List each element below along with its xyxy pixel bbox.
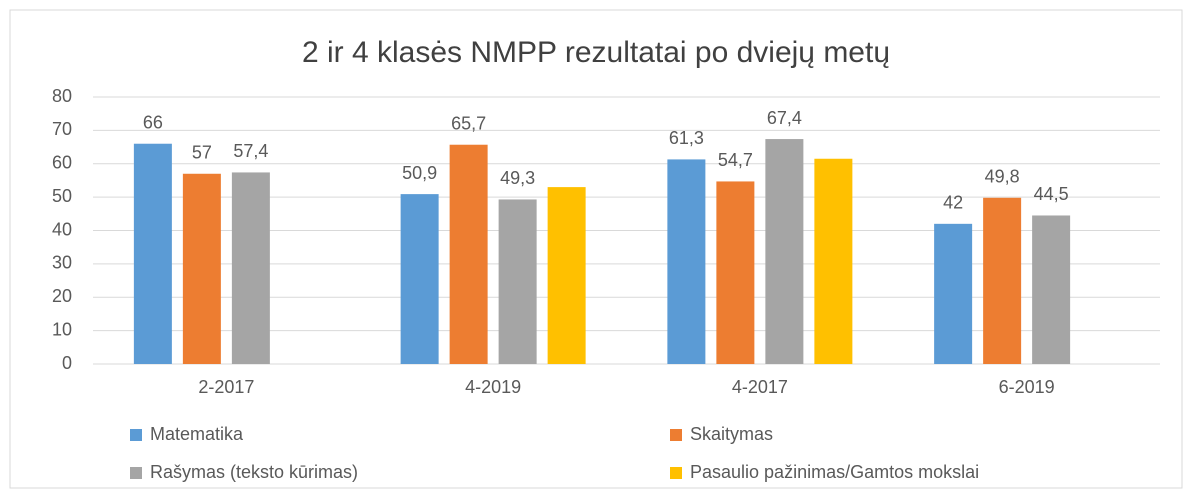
chart-title: 2 ir 4 klasės NMPP rezultatai po dviejų … <box>302 36 890 69</box>
data-label: 66 <box>143 112 163 132</box>
y-tick-label: 30 <box>52 253 72 273</box>
data-label: 61,3 <box>669 128 704 148</box>
y-tick-label: 0 <box>62 353 72 373</box>
bar <box>133 143 172 364</box>
bar <box>400 194 439 364</box>
legend-label: Pasaulio pažinimas/Gamtos mokslai <box>690 462 979 482</box>
y-tick-label: 50 <box>52 186 72 206</box>
legend-label: Matematika <box>150 424 244 444</box>
bar <box>765 139 804 364</box>
bar <box>231 172 270 364</box>
bar <box>814 158 853 364</box>
bar <box>934 223 973 364</box>
data-label: 57,4 <box>233 141 268 161</box>
x-tick-label: 6-2019 <box>999 377 1055 397</box>
data-label: 44,5 <box>1034 184 1069 204</box>
y-tick-label: 60 <box>52 153 72 173</box>
bar <box>667 159 706 364</box>
y-tick-label: 70 <box>52 119 72 139</box>
y-tick-label: 40 <box>52 219 72 239</box>
legend-label: Skaitymas <box>690 424 773 444</box>
y-tick-label: 20 <box>52 286 72 306</box>
bar <box>449 144 488 364</box>
y-tick-label: 10 <box>52 319 72 339</box>
legend-label: Rašymas (teksto kūrimas) <box>150 462 358 482</box>
legend-swatch <box>130 429 142 441</box>
data-label: 57 <box>192 143 212 163</box>
bar <box>716 181 755 364</box>
legend-swatch <box>670 429 682 441</box>
bar <box>182 173 221 364</box>
x-tick-label: 2-2017 <box>198 377 254 397</box>
bar <box>1032 215 1071 364</box>
bar <box>547 187 586 364</box>
legend-swatch <box>670 467 682 479</box>
data-label: 42 <box>943 193 963 213</box>
data-label: 67,4 <box>767 108 802 128</box>
y-tick-label: 80 <box>52 86 72 106</box>
data-label: 49,8 <box>985 167 1020 187</box>
x-tick-label: 4-2019 <box>465 377 521 397</box>
legend-swatch <box>130 467 142 479</box>
bar <box>498 199 537 364</box>
bar <box>983 197 1022 364</box>
data-label: 49,3 <box>500 168 535 188</box>
data-label: 50,9 <box>402 163 437 183</box>
data-label: 54,7 <box>718 150 753 170</box>
x-tick-label: 4-2017 <box>732 377 788 397</box>
data-label: 65,7 <box>451 113 486 133</box>
